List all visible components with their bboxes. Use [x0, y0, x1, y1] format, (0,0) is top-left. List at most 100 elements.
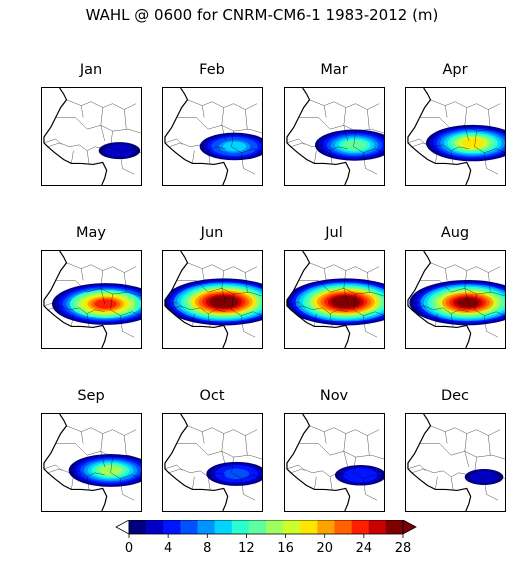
coastline	[164, 414, 229, 511]
country-border	[187, 425, 258, 436]
colorbar-segment	[180, 520, 198, 534]
country-border	[464, 433, 469, 467]
country-border	[207, 313, 211, 327]
heat-field	[51, 283, 141, 325]
country-border	[43, 138, 62, 145]
coastline	[407, 414, 472, 511]
country-border	[192, 476, 195, 490]
colorbar-extend-high	[402, 520, 417, 535]
country-border	[187, 99, 258, 110]
country-border	[66, 99, 137, 110]
country-border	[314, 150, 317, 164]
country-border	[407, 464, 426, 471]
country-border	[407, 138, 426, 145]
map-svg	[43, 414, 141, 511]
country-border	[86, 313, 90, 327]
colorbar-segment	[351, 520, 370, 534]
country-border	[231, 294, 262, 316]
country-border	[66, 425, 137, 436]
country-border	[192, 150, 195, 164]
map-panel-nov	[284, 413, 385, 512]
map-panel-aug	[405, 250, 506, 349]
colorbar-segment	[300, 520, 318, 534]
country-border	[100, 270, 105, 304]
panel-title-mar: Mar	[320, 62, 348, 78]
country-border	[120, 152, 135, 175]
heat-contour	[461, 138, 484, 148]
colorbar-tick-label: 20	[316, 541, 333, 556]
country-border	[430, 99, 501, 110]
heat-contour	[94, 299, 117, 309]
country-border	[241, 315, 256, 338]
country-border	[231, 457, 262, 479]
map-svg	[164, 88, 262, 185]
country-border	[367, 435, 370, 456]
colorbar-segment	[231, 520, 250, 534]
country-border	[207, 476, 211, 490]
map-svg	[164, 414, 262, 511]
heat-contour	[334, 297, 357, 307]
coastline	[43, 414, 108, 511]
country-border	[435, 476, 438, 490]
country-border	[221, 107, 226, 141]
map-panel-jan	[41, 87, 142, 186]
heat-contour	[469, 471, 499, 484]
country-border	[124, 109, 127, 130]
map-panel-sep	[41, 413, 142, 512]
map-panel-mar	[284, 87, 385, 186]
country-border	[66, 262, 137, 273]
country-border	[484, 315, 499, 338]
colorbar-segment	[266, 520, 284, 534]
country-border	[124, 435, 127, 456]
heat-field	[164, 278, 262, 326]
country-border	[71, 150, 74, 164]
country-border	[329, 313, 333, 327]
heat-field	[464, 469, 504, 486]
country-border	[202, 431, 205, 444]
country-border	[81, 105, 84, 118]
colorbar-segment	[163, 520, 181, 534]
heat-field	[409, 280, 505, 326]
country-border	[353, 457, 384, 479]
map-panel-dec	[405, 413, 506, 512]
country-border	[86, 150, 90, 164]
country-border	[110, 457, 141, 479]
heat-field	[286, 278, 384, 326]
country-border	[407, 301, 426, 308]
colorbar-segment	[334, 520, 352, 534]
colorbar-tick-label: 12	[238, 541, 255, 556]
country-border	[86, 476, 90, 490]
heat-field	[206, 461, 262, 486]
coastline	[286, 414, 351, 511]
coastline	[286, 88, 351, 185]
map-svg	[286, 251, 384, 348]
heat-field	[199, 132, 262, 161]
country-border	[286, 301, 305, 308]
country-border	[329, 150, 333, 164]
country-border	[474, 457, 505, 479]
country-border	[324, 431, 327, 444]
colorbar-tick-label: 16	[277, 541, 294, 556]
heat-contour	[104, 144, 135, 157]
heat-field	[98, 142, 141, 160]
country-border	[411, 468, 469, 477]
heat-field	[334, 464, 384, 486]
panel-title-dec: Dec	[440, 388, 470, 404]
country-border	[464, 270, 469, 304]
country-border	[221, 433, 226, 467]
country-border	[343, 270, 348, 304]
country-border	[445, 431, 448, 444]
panel-title-oct: Oct	[199, 388, 225, 404]
panel-title-may: May	[76, 225, 106, 241]
panel-title-apr: Apr	[442, 62, 468, 78]
country-border	[43, 464, 62, 471]
country-border	[245, 435, 248, 456]
country-border	[450, 476, 454, 490]
country-border	[309, 425, 380, 436]
panel-title-nov: Nov	[319, 388, 349, 404]
country-border	[43, 301, 62, 308]
map-svg	[164, 251, 262, 348]
map-svg	[43, 251, 141, 348]
country-border	[445, 268, 448, 281]
country-border	[430, 425, 501, 436]
